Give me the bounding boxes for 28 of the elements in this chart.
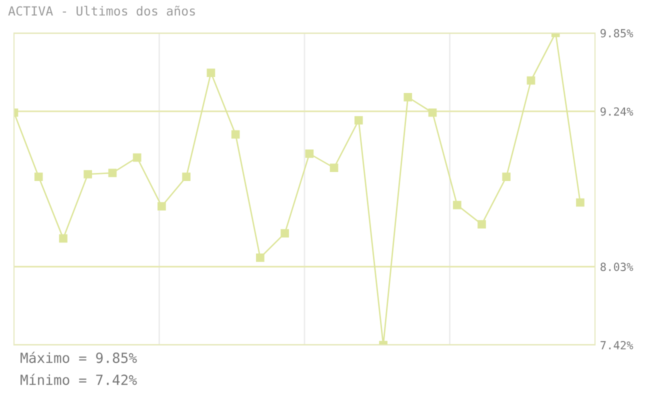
- y-tick-label: 9.24%: [600, 107, 634, 116]
- point: [305, 150, 314, 158]
- point: [280, 229, 289, 238]
- point: [34, 172, 43, 181]
- point: [132, 153, 142, 162]
- point: [256, 254, 264, 262]
- point: [206, 68, 216, 77]
- point: [108, 168, 117, 178]
- point: [330, 164, 338, 172]
- text: Máximo = 9.85%: [20, 352, 137, 364]
- point: [576, 198, 584, 207]
- text: Mínimo = 7.42%: [20, 374, 137, 386]
- point: [526, 76, 536, 85]
- y-tick-label: 8.03%: [600, 262, 634, 272]
- point: [478, 220, 486, 228]
- point: [231, 130, 240, 139]
- chart-title: ACTIVA - Ultimos dos años: [8, 6, 195, 16]
- y-tick-label: 9.85%: [600, 29, 634, 38]
- y-tick-label: 7.42%: [600, 341, 634, 350]
- point: [428, 108, 437, 117]
- point: [354, 116, 363, 124]
- point: [452, 200, 462, 210]
- point: [182, 172, 190, 181]
- point: [158, 202, 166, 210]
- point: [502, 172, 511, 181]
- point: [404, 93, 412, 102]
- point: [59, 234, 68, 243]
- point: [84, 170, 92, 178]
